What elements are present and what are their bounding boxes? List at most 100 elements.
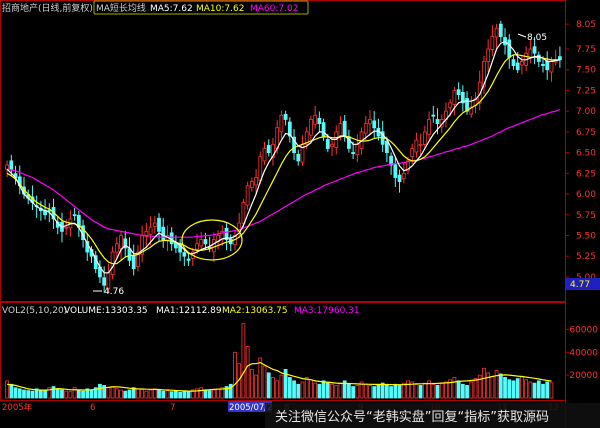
- volume-bar: [195, 388, 199, 399]
- highlight-ellipse: [181, 219, 243, 261]
- volume-bars: [5, 323, 554, 399]
- volume-bar: [152, 388, 157, 399]
- candle-body: [460, 92, 465, 104]
- volume-bar: [148, 389, 153, 399]
- price-tick-label: 6.75: [576, 128, 596, 138]
- candle-body: [427, 119, 431, 135]
- candle-body: [224, 227, 229, 241]
- volume-axis-ticks: 60000 40000 20000: [565, 325, 598, 381]
- price-axis-ticks: 8.05 7.75 7.50 7.25 7.00 6.75 6.50 6.25 6.00 5.75…: [565, 20, 596, 283]
- volume-bar: [473, 378, 478, 399]
- volume-tick-label: 40000: [569, 348, 598, 358]
- volume-bar: [536, 380, 541, 399]
- candle-body: [279, 114, 284, 133]
- volume-bar: [34, 388, 39, 399]
- candle-body: [515, 62, 520, 71]
- volume-bar: [393, 383, 398, 399]
- volume-bar: [26, 390, 31, 399]
- volume-bar: [477, 374, 482, 399]
- high-marker-line: [517, 33, 527, 38]
- volume-bar: [106, 387, 111, 399]
- candle-body: [469, 106, 474, 115]
- volume-bar: [342, 380, 347, 399]
- volume-bar: [435, 385, 440, 399]
- candle-body: [511, 59, 516, 66]
- candle-body: [321, 122, 326, 137]
- volume-bar: [203, 389, 208, 399]
- x-label-highlight: [228, 401, 272, 412]
- volume-bar: [43, 390, 47, 399]
- volume-bar: [338, 382, 343, 399]
- candle-body: [325, 139, 330, 149]
- volume-bar: [30, 390, 35, 399]
- volume-bar: [38, 389, 43, 399]
- candle-body: [389, 155, 393, 166]
- volume-bar: [334, 385, 339, 399]
- x-axis-label: 2005年: [2, 402, 33, 413]
- legend-vol-ma3: MA3:17960.31: [294, 306, 360, 316]
- volume-bar: [224, 386, 229, 399]
- volume-bar: [401, 382, 406, 399]
- volume-bar: [178, 391, 182, 399]
- candle-body: [313, 114, 318, 125]
- volume-bar: [452, 377, 457, 399]
- volume-bar: [287, 377, 292, 399]
- candle-body: [520, 61, 524, 66]
- candle-body: [148, 226, 153, 235]
- volume-bar: [55, 388, 60, 399]
- candle-body: [372, 120, 377, 129]
- candle-body: [338, 123, 343, 137]
- candle-body: [271, 143, 275, 158]
- volume-bar: [359, 381, 364, 399]
- volume-bar: [431, 383, 436, 399]
- volume-bar: [376, 383, 381, 399]
- volume-bar: [102, 385, 107, 399]
- price-tick-label: 7.50: [576, 66, 596, 76]
- candle-body: [549, 61, 554, 73]
- volume-bar: [448, 379, 453, 399]
- candle-body: [401, 172, 406, 180]
- candle-body: [435, 119, 440, 125]
- volume-ma-line: [7, 361, 552, 392]
- volume-bar: [498, 373, 503, 399]
- volume-bar: [9, 383, 14, 399]
- candle-body: [102, 277, 107, 286]
- volume-bar: [228, 383, 233, 399]
- legend-ma5: MA5:7.62: [150, 4, 193, 14]
- volume-bar: [136, 388, 140, 399]
- volume-bar: [520, 375, 524, 399]
- volume-bar: [532, 382, 537, 399]
- volume-bar: [427, 380, 431, 399]
- volume-bar: [211, 389, 216, 399]
- volume-bar: [249, 369, 254, 399]
- last-price-text: 4.77: [570, 280, 590, 290]
- volume-bar: [363, 383, 368, 399]
- volume-bar: [313, 382, 318, 399]
- price-tick-label: 6.00: [576, 190, 596, 200]
- volume-bar: [410, 381, 415, 399]
- volume-bar: [317, 383, 322, 399]
- price-chart-title: 招商地产(日线,前复权): [2, 2, 93, 14]
- volume-bar: [351, 386, 356, 399]
- candle-body: [144, 230, 149, 237]
- volume-bar: [296, 383, 301, 399]
- candle-body: [490, 36, 495, 50]
- volume-bar: [114, 388, 119, 399]
- candle-body: [157, 217, 161, 232]
- volume-bar: [456, 380, 461, 399]
- candle-body: [283, 113, 288, 120]
- watermark-band: [265, 403, 600, 428]
- volume-bar: [245, 346, 250, 399]
- volume-lines: [7, 361, 552, 392]
- x-axis-label: 2005/07/2: [229, 403, 273, 413]
- volume-bar: [5, 380, 9, 399]
- volume-bar: [220, 387, 225, 399]
- volume-bar: [355, 385, 360, 399]
- volume-bar: [490, 375, 495, 399]
- x-axis-label: 6: [90, 403, 95, 413]
- volume-bar: [68, 391, 73, 399]
- volume-bar: [169, 391, 174, 399]
- volume-bar: [279, 374, 284, 399]
- candle-body: [422, 131, 427, 145]
- ma5-line: [6, 40, 561, 274]
